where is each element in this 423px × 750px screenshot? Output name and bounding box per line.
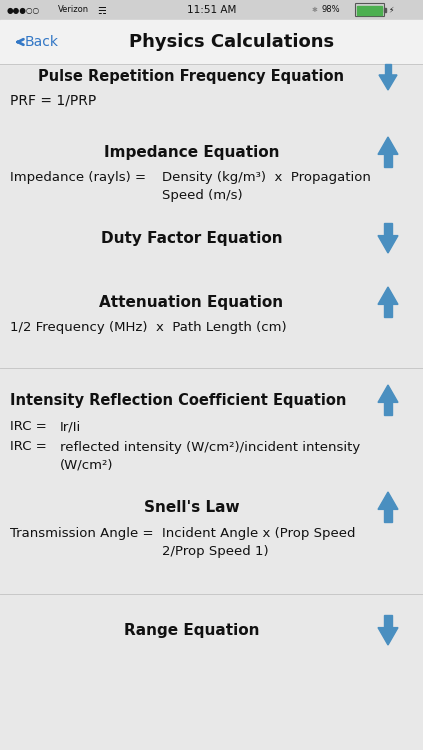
Text: 1/2 Frequency (MHz)  x  Path Length (cm): 1/2 Frequency (MHz) x Path Length (cm) bbox=[10, 322, 287, 334]
Bar bbox=[0, 20, 423, 64]
Bar bbox=[385, 64, 391, 75]
Text: Incident Angle x (Prop Speed: Incident Angle x (Prop Speed bbox=[162, 526, 355, 539]
Bar bbox=[384, 615, 392, 628]
Text: Transmission Angle =: Transmission Angle = bbox=[10, 526, 154, 539]
Text: Impedance (rayls) =: Impedance (rayls) = bbox=[10, 172, 146, 184]
Polygon shape bbox=[378, 628, 398, 645]
Text: Speed (m/s): Speed (m/s) bbox=[162, 190, 243, 202]
Text: Ir/Ii: Ir/Ii bbox=[60, 421, 81, 434]
Text: Intensity Reflection Coefficient Equation: Intensity Reflection Coefficient Equatio… bbox=[10, 392, 346, 407]
Bar bbox=[384, 223, 392, 236]
Text: Attenuation Equation: Attenuation Equation bbox=[99, 295, 283, 310]
Text: ☴: ☴ bbox=[97, 6, 106, 16]
Text: 11:51 AM: 11:51 AM bbox=[187, 5, 236, 15]
Bar bbox=[384, 154, 392, 167]
Text: Pulse Repetition Frequency Equation: Pulse Repetition Frequency Equation bbox=[38, 70, 344, 85]
Text: 2/Prop Speed 1): 2/Prop Speed 1) bbox=[162, 544, 269, 557]
Text: IRC =: IRC = bbox=[10, 421, 47, 434]
Text: ●●●○○: ●●●○○ bbox=[7, 5, 40, 14]
Text: Physics Calculations: Physics Calculations bbox=[129, 33, 334, 51]
Bar bbox=[384, 403, 392, 415]
Text: PRF = 1/PRP: PRF = 1/PRP bbox=[10, 93, 96, 107]
Text: Impedance Equation: Impedance Equation bbox=[104, 145, 279, 160]
Text: ⚡: ⚡ bbox=[388, 5, 393, 14]
Bar bbox=[384, 304, 392, 317]
Polygon shape bbox=[378, 492, 398, 509]
Bar bbox=[357, 5, 382, 14]
Bar bbox=[384, 509, 392, 522]
Bar bbox=[0, 0, 423, 20]
Text: reflected intensity (W/cm²)/incident intensity: reflected intensity (W/cm²)/incident int… bbox=[60, 440, 360, 454]
Text: 98%: 98% bbox=[322, 5, 341, 14]
Polygon shape bbox=[378, 236, 398, 253]
Text: Density (kg/m³)  x  Propagation: Density (kg/m³) x Propagation bbox=[162, 172, 371, 184]
Polygon shape bbox=[378, 287, 398, 304]
Text: Back: Back bbox=[25, 35, 59, 49]
Text: Verizon: Verizon bbox=[58, 5, 89, 14]
Polygon shape bbox=[379, 75, 397, 90]
Text: Range Equation: Range Equation bbox=[124, 622, 259, 638]
Polygon shape bbox=[378, 385, 398, 403]
Text: ✱: ✱ bbox=[312, 7, 318, 13]
Text: IRC =: IRC = bbox=[10, 440, 47, 454]
Polygon shape bbox=[378, 137, 398, 154]
Text: Duty Factor Equation: Duty Factor Equation bbox=[101, 230, 282, 245]
Text: (W/cm²): (W/cm²) bbox=[60, 458, 113, 472]
Text: Snell's Law: Snell's Law bbox=[144, 500, 239, 514]
Bar bbox=[384, 8, 386, 12]
